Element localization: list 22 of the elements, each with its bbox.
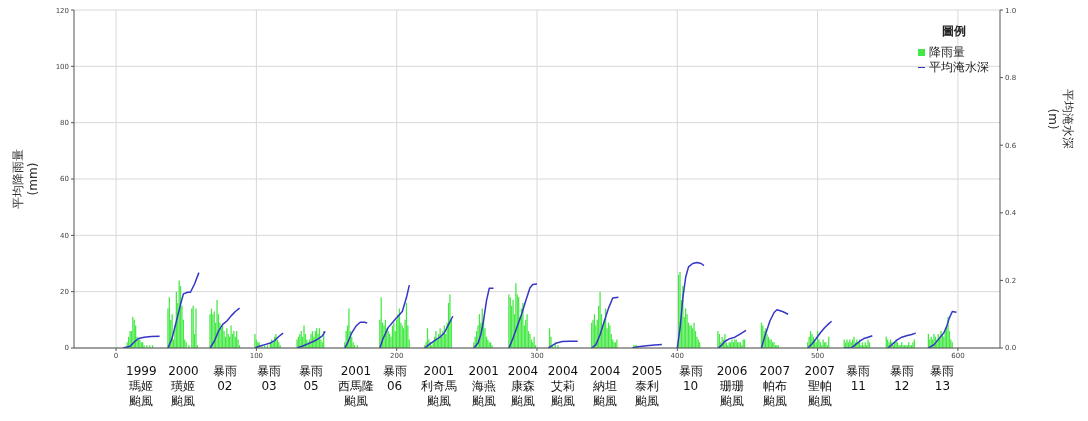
legend-label: 降雨量: [929, 45, 965, 60]
y2-axis-title: 平均淹水深 (m): [1046, 89, 1075, 149]
text: 暴雨 13: [929, 364, 956, 394]
text: 2001 西馬隆颱風: [337, 364, 375, 409]
text: 2001 海燕颱風: [468, 364, 499, 408]
text: 2004 艾莉颱風: [547, 364, 579, 408]
text: 暴雨 11: [846, 364, 871, 393]
text: 2001 利奇馬颱風: [419, 364, 458, 409]
text: 2007 帕布颱風: [758, 364, 792, 409]
text: 2006 珊珊颱風: [715, 364, 749, 409]
text: 2000 璜姬颱風: [167, 364, 200, 409]
text: 暴雨 06: [382, 364, 407, 393]
legend-label: 平均淹水深: [929, 60, 989, 75]
text: 2007 聖帕颱風: [803, 364, 836, 409]
text: 1999 瑪姬颱風: [125, 364, 158, 409]
text: 暴雨 03: [256, 364, 282, 394]
text: 2004 康森颱風: [507, 364, 539, 408]
text: 暴雨 05: [298, 364, 325, 393]
text: 暴雨 12: [888, 364, 915, 394]
legend-title: 圖例: [940, 24, 967, 39]
text: 2005 泰利颱風: [630, 364, 664, 409]
y-axis-title: 平均降雨量 (mm): [11, 149, 40, 209]
